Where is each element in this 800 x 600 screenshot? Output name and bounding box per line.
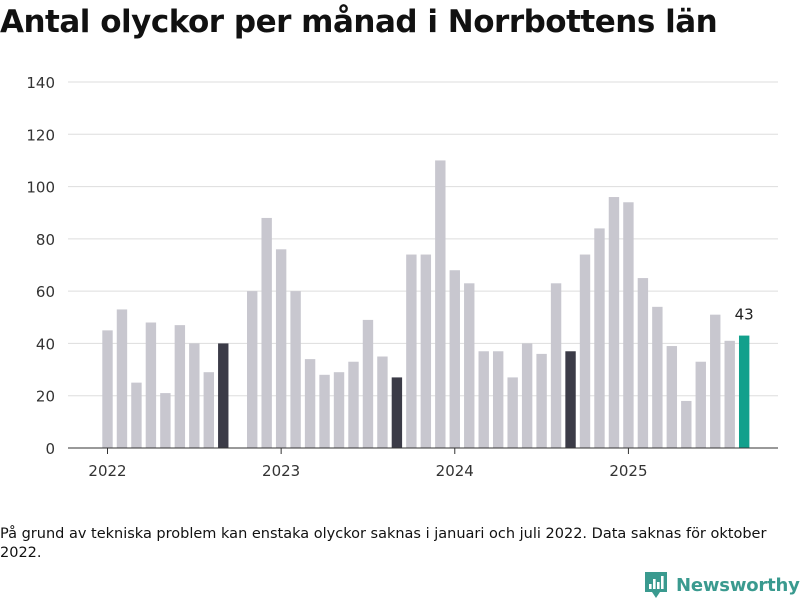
bar-2024-09 [565, 351, 576, 448]
y-tick-label: 60 [36, 283, 55, 301]
bar-2024-10 [579, 254, 591, 448]
bar-2022-07 [189, 343, 200, 448]
y-tick-label: 100 [26, 179, 55, 197]
chart-title: Antal olyckor per månad i Norrbottens lä… [0, 4, 718, 40]
bar-2025-03 [652, 306, 663, 448]
bar-2023-01 [275, 249, 287, 448]
bar-2025-04 [666, 346, 678, 448]
bar-2024-11 [594, 228, 605, 448]
brand-name: Newsworthy [676, 574, 800, 596]
bar-2024-04 [492, 351, 504, 448]
bar-2022-12 [261, 217, 272, 448]
bar-2023-02 [290, 291, 301, 448]
bar-2023-05 [333, 372, 345, 448]
y-tick-label: 120 [26, 126, 55, 144]
bar-2022-04 [145, 322, 157, 448]
bar-2023-07 [362, 319, 374, 448]
bar-2024-01 [449, 270, 460, 448]
bar-2023-09 [391, 377, 403, 448]
y-tick-label: 40 [36, 335, 55, 353]
bar-2023-08 [377, 356, 388, 448]
x-tick-label: 2023 [262, 462, 300, 480]
bar-2022-08 [203, 372, 214, 448]
y-tick-label: 20 [36, 388, 55, 406]
bar-2023-06 [348, 361, 359, 448]
bar-2024-07 [536, 353, 547, 448]
bar-2022-06 [174, 325, 186, 448]
y-tick-label: 140 [26, 74, 55, 92]
x-tick-label: 2025 [609, 462, 647, 480]
bar-2024-05 [507, 377, 518, 448]
bar-2023-10 [406, 254, 417, 448]
bar-2025-07 [710, 314, 721, 448]
newsworthy-icon [645, 572, 667, 598]
bar-2022-01 [102, 330, 113, 448]
bar-2025-08 [724, 340, 735, 448]
bar-2024-08 [550, 283, 562, 448]
bar-2025-01 [623, 202, 634, 448]
footnote: På grund av tekniska problem kan enstaka… [0, 526, 767, 561]
bar-2024-03 [478, 351, 489, 448]
bar-2024-02 [464, 283, 475, 448]
bar-2024-12 [608, 197, 620, 448]
bar-2022-05 [160, 393, 171, 448]
bar-2022-02 [116, 309, 128, 448]
bar-2022-11 [247, 291, 258, 448]
data-label: 43 [735, 306, 754, 324]
bar-2025-02 [637, 278, 649, 448]
y-tick-label: 80 [36, 231, 55, 249]
bar-2023-12 [435, 160, 446, 448]
x-tick-label: 2022 [88, 462, 126, 480]
bar-2023-04 [319, 374, 330, 448]
bar-2023-11 [420, 254, 432, 448]
bar-2025-06 [695, 361, 706, 448]
newsworthy-logo[interactable]: Newsworthy [644, 570, 800, 600]
bar-2025-09 [738, 335, 750, 448]
bar-2023-03 [304, 359, 316, 448]
bar-2024-06 [521, 343, 533, 448]
x-tick-label: 2024 [436, 462, 474, 480]
bar-chart: 0 20 40 60 80 100 120 140 2022 2023 2024 2025 43 [26, 74, 778, 480]
bar-2022-03 [131, 382, 142, 448]
bar-2022-09 [218, 343, 229, 448]
y-tick-label: 0 [45, 440, 55, 458]
bar-2025-05 [681, 400, 692, 448]
